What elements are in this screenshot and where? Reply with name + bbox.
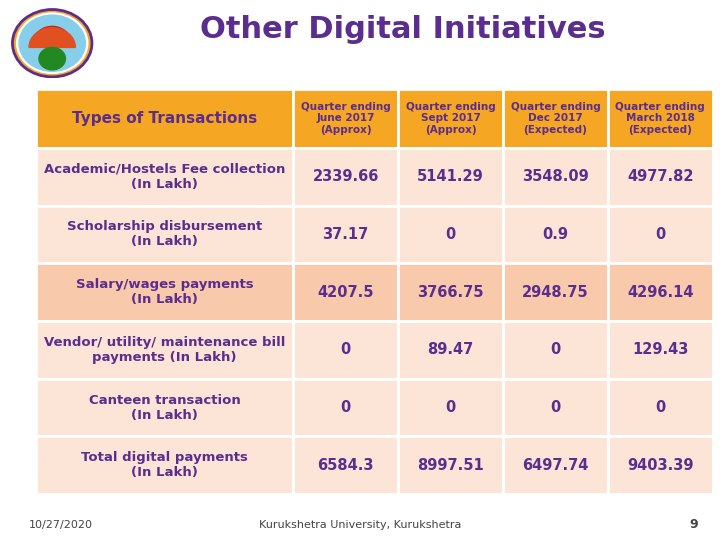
Text: 0.9: 0.9	[542, 227, 569, 242]
Bar	[503, 148, 608, 206]
Bar	[293, 436, 398, 494]
Bar	[608, 436, 713, 494]
Text: Scholarship disbursement
(In Lakh): Scholarship disbursement (In Lakh)	[67, 220, 262, 248]
Bar	[608, 206, 713, 263]
Text: 9: 9	[690, 518, 698, 531]
Text: 2339.66: 2339.66	[312, 169, 379, 184]
Text: Kurukshetra University, Kurukshetra: Kurukshetra University, Kurukshetra	[258, 520, 462, 530]
Text: 6584.3: 6584.3	[318, 458, 374, 472]
Text: Other Digital Initiatives: Other Digital Initiatives	[200, 15, 606, 44]
Bar	[503, 436, 608, 494]
Text: 89.47: 89.47	[428, 342, 474, 357]
Bar	[293, 321, 398, 379]
Bar	[293, 148, 398, 206]
Bar	[608, 148, 713, 206]
Text: Canteen transaction
(In Lakh): Canteen transaction (In Lakh)	[89, 394, 240, 422]
Text: Quarter ending
March 2018
(Expected): Quarter ending March 2018 (Expected)	[616, 102, 705, 135]
Bar	[398, 436, 503, 494]
Bar	[503, 379, 608, 436]
Text: Vendor/ utility/ maintenance bill
payments (In Lakh): Vendor/ utility/ maintenance bill paymen…	[44, 336, 285, 364]
Bar	[503, 206, 608, 263]
Text: 0: 0	[341, 400, 351, 415]
Circle shape	[17, 13, 88, 73]
Circle shape	[19, 15, 86, 71]
Text: 37.17: 37.17	[323, 227, 369, 242]
Text: Quarter ending
June 2017
(Approx): Quarter ending June 2017 (Approx)	[301, 102, 390, 135]
Text: 3548.09: 3548.09	[522, 169, 589, 184]
Bar	[293, 89, 398, 148]
Text: 0: 0	[655, 227, 665, 242]
Bar	[36, 379, 293, 436]
Text: Academic/Hostels Fee collection
(In Lakh): Academic/Hostels Fee collection (In Lakh…	[44, 163, 285, 191]
Bar	[398, 89, 503, 148]
Bar	[36, 436, 293, 494]
Bar	[398, 148, 503, 206]
Text: Types of Transactions: Types of Transactions	[72, 111, 257, 126]
Bar	[608, 321, 713, 379]
Text: 9403.39: 9403.39	[627, 458, 693, 472]
Bar	[36, 264, 293, 321]
Bar	[608, 89, 713, 148]
Bar	[503, 264, 608, 321]
Bar	[608, 264, 713, 321]
Bar	[398, 264, 503, 321]
Wedge shape	[34, 26, 71, 42]
Text: 4977.82: 4977.82	[627, 169, 693, 184]
Bar	[503, 321, 608, 379]
Text: 4207.5: 4207.5	[318, 285, 374, 300]
Text: Quarter ending
Sept 2017
(Approx): Quarter ending Sept 2017 (Approx)	[405, 102, 495, 135]
Text: Salary/wages payments
(In Lakh): Salary/wages payments (In Lakh)	[76, 278, 253, 306]
Bar	[503, 89, 608, 148]
Bar	[398, 206, 503, 263]
Text: 0: 0	[550, 400, 561, 415]
Bar	[36, 321, 293, 379]
Text: 6497.74: 6497.74	[522, 458, 589, 472]
Text: 0: 0	[341, 342, 351, 357]
Circle shape	[12, 10, 92, 77]
Text: 0: 0	[550, 342, 561, 357]
Bar	[36, 148, 293, 206]
Text: Quarter ending
Dec 2017
(Expected): Quarter ending Dec 2017 (Expected)	[510, 102, 600, 135]
Circle shape	[39, 48, 66, 70]
Bar	[398, 321, 503, 379]
Bar	[293, 379, 398, 436]
Text: 129.43: 129.43	[632, 342, 688, 357]
Text: 8997.51: 8997.51	[417, 458, 484, 472]
Bar	[36, 89, 293, 148]
Text: Total digital payments
(In Lakh): Total digital payments (In Lakh)	[81, 451, 248, 479]
Text: 10/27/2020: 10/27/2020	[29, 520, 93, 530]
Bar	[398, 379, 503, 436]
Text: 2948.75: 2948.75	[522, 285, 589, 300]
Bar	[36, 206, 293, 263]
Text: 5141.29: 5141.29	[417, 169, 484, 184]
Text: 0: 0	[446, 227, 456, 242]
Text: 0: 0	[655, 400, 665, 415]
Text: 3766.75: 3766.75	[418, 285, 484, 300]
Bar	[608, 379, 713, 436]
Text: 0: 0	[446, 400, 456, 415]
Bar	[293, 206, 398, 263]
Bar	[293, 264, 398, 321]
Wedge shape	[29, 28, 76, 48]
Text: 4296.14: 4296.14	[627, 285, 693, 300]
